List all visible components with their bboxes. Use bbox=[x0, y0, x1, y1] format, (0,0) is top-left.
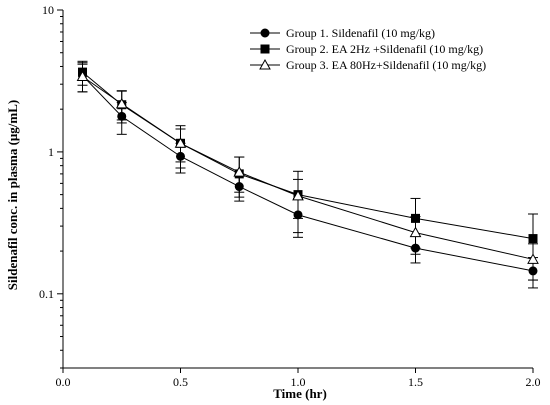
legend-label-group-2: Group 2. EA 2Hz +Sildenafil (10 mg/kg) bbox=[286, 42, 483, 56]
legend-label-group-1: Group 1. Sildenafil (10 mg/kg) bbox=[286, 26, 435, 40]
data-point-series-3 bbox=[527, 253, 539, 264]
series-line-3 bbox=[82, 76, 534, 260]
legend-label-group-3: Group 3. EA 80Hz+Sildenafil (10 mg/kg) bbox=[286, 58, 486, 72]
data-point-series-3 bbox=[409, 226, 422, 238]
x-tick-label: 1.0 bbox=[291, 375, 306, 389]
data-point-series-3 bbox=[115, 97, 128, 109]
legend-marker-3 bbox=[259, 58, 271, 70]
series-line-2 bbox=[82, 71, 534, 240]
series-line-1 bbox=[82, 75, 534, 272]
x-tick-label: 0.5 bbox=[173, 375, 188, 389]
legend-marker-2 bbox=[260, 44, 270, 54]
x-tick-label: 2.0 bbox=[526, 375, 541, 389]
legend-marker-1 bbox=[260, 28, 270, 38]
x-tick-label: 1.5 bbox=[408, 375, 423, 389]
y-tick-label: 0.1 bbox=[39, 287, 54, 301]
y-tick-label: 10 bbox=[42, 3, 54, 17]
data-point-series-3 bbox=[292, 189, 304, 201]
x-tick-label: 0.0 bbox=[56, 375, 71, 389]
x-axis-title: Time (hr) bbox=[273, 386, 327, 401]
data-point-series-3 bbox=[174, 137, 187, 148]
legend: Group 1. Sildenafil (10 mg/kg) Group 2. … bbox=[286, 26, 486, 72]
data-point-series-3 bbox=[233, 166, 246, 177]
y-axis-title: Sildenafil conc. in plasma (μg/mL) bbox=[5, 100, 20, 290]
data-point-series-2 bbox=[528, 234, 538, 244]
y-tick-label: 1 bbox=[48, 145, 54, 159]
data-point-series-3 bbox=[76, 70, 89, 81]
